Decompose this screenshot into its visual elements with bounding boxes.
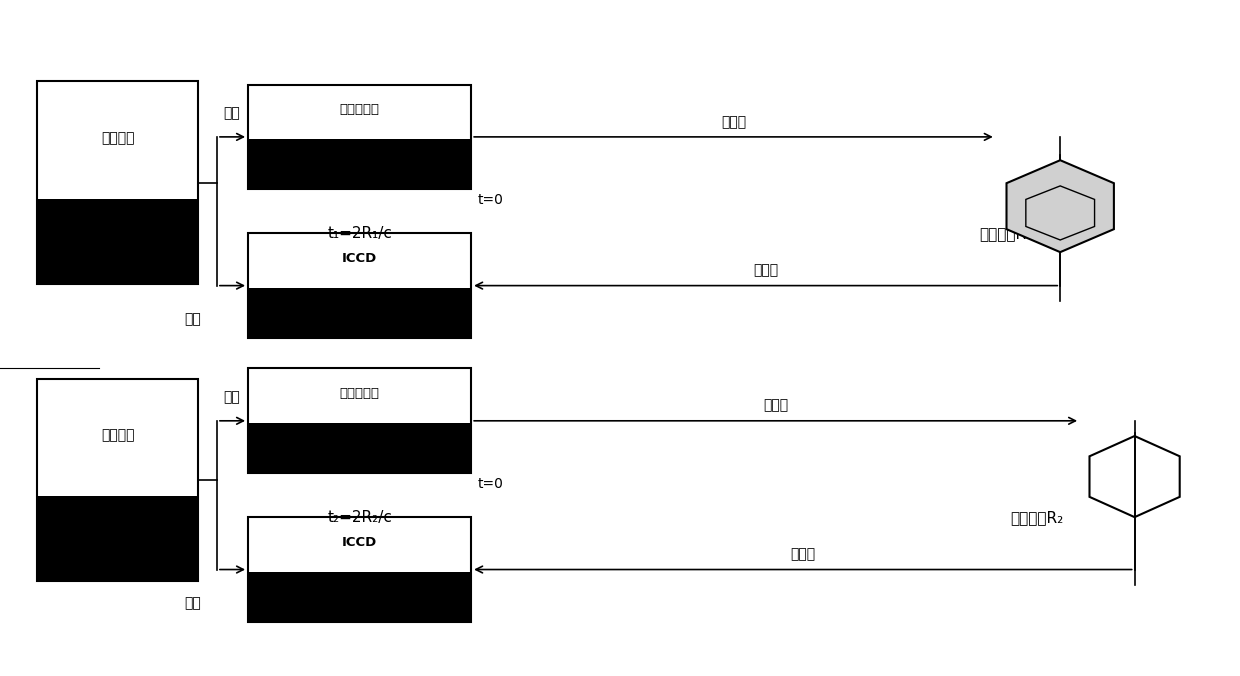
- Bar: [248, 84, 471, 189]
- Bar: [248, 139, 471, 189]
- Text: t₁=2R₁/c: t₁=2R₁/c: [327, 226, 392, 241]
- Bar: [248, 517, 471, 622]
- Bar: [37, 379, 198, 581]
- Bar: [248, 572, 471, 622]
- Text: 触发: 触发: [223, 106, 241, 120]
- Text: ICCD: ICCD: [342, 536, 377, 549]
- Bar: [248, 233, 471, 338]
- Bar: [248, 288, 471, 338]
- Text: 脉冲激光器: 脉冲激光器: [340, 387, 379, 400]
- Text: 选通: 选通: [184, 312, 201, 327]
- Bar: [37, 199, 198, 284]
- Text: 触发: 触发: [223, 390, 241, 404]
- Text: 出射光: 出射光: [763, 399, 789, 412]
- Text: 控制系统: 控制系统: [100, 131, 135, 145]
- Bar: [248, 368, 471, 473]
- Text: ICCD: ICCD: [342, 252, 377, 265]
- Text: t=0: t=0: [477, 193, 503, 207]
- Bar: [37, 81, 198, 284]
- Text: t=0: t=0: [477, 477, 503, 491]
- Text: 选通: 选通: [184, 597, 201, 610]
- Polygon shape: [1007, 160, 1114, 252]
- Bar: [37, 496, 198, 581]
- Text: t₂=2R₂/c: t₂=2R₂/c: [327, 510, 392, 525]
- Text: 控制系统: 控制系统: [100, 429, 135, 442]
- Text: 出射光: 出射光: [720, 115, 746, 128]
- Text: 脉冲激光器: 脉冲激光器: [340, 103, 379, 116]
- Text: 目标距离R₁: 目标距离R₁: [980, 226, 1033, 241]
- Text: 反射光: 反射光: [790, 548, 816, 561]
- Text: 反射光: 反射光: [753, 264, 779, 277]
- Bar: [248, 423, 471, 473]
- Text: 目标距离R₂: 目标距离R₂: [1011, 510, 1064, 525]
